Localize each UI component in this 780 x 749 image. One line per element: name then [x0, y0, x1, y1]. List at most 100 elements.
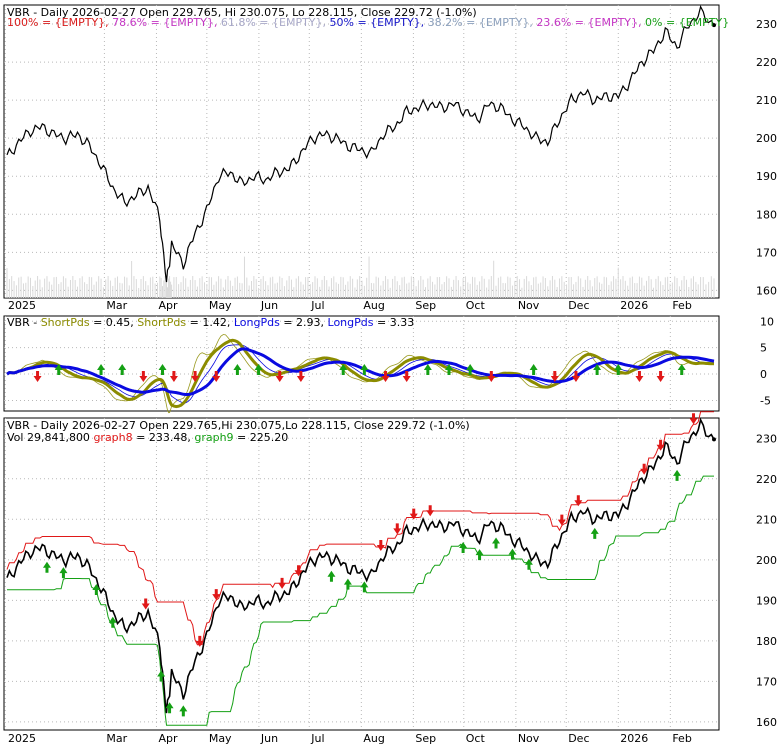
buy-arrow	[492, 537, 501, 549]
buy-arrow	[158, 364, 167, 376]
graph9-line	[7, 475, 714, 726]
oscillator-y-ticks: -5 0 5 10	[760, 315, 774, 407]
close-price-line	[6, 5, 715, 283]
short-pds-slow-line	[6, 338, 715, 409]
sell-arrow	[212, 589, 221, 601]
sell-arrow	[571, 371, 580, 383]
y-tick-label: 190	[756, 170, 777, 183]
x-tick-label: Jul	[310, 732, 324, 745]
legend-entry: 0% = {EMPTY}	[645, 16, 729, 29]
price-panel: VBR - Daily 2026-02-27 Open 229.765, Hi …	[3, 4, 777, 312]
x-tick-label: Sep	[415, 299, 436, 312]
sell-arrow	[275, 371, 284, 383]
sell-arrow	[141, 598, 150, 610]
y-tick-label: 220	[756, 56, 777, 69]
buy-arrow	[677, 364, 686, 376]
y-tick-label: 200	[756, 554, 777, 567]
buy-arrow	[475, 549, 484, 561]
buy-arrow	[593, 364, 602, 376]
legend-entry: 38.2% = {EMPTY},	[428, 16, 537, 29]
buy-arrow	[165, 702, 174, 714]
band-grid	[4, 418, 719, 730]
legend-entry: = 3.33	[377, 316, 414, 329]
x-tick-label: Jul	[310, 299, 324, 312]
y-tick-label: 170	[756, 246, 777, 259]
legend-entry: = 225.20	[237, 431, 288, 444]
legend-entry: ShortPds	[41, 316, 93, 329]
sell-arrow	[376, 540, 385, 552]
x-tick-label: 2025	[8, 732, 36, 745]
legend-entry: = 1.42,	[190, 316, 234, 329]
sell-arrow	[635, 371, 644, 383]
x-tick-label: 2025	[8, 299, 36, 312]
legend-entry: = 2.93,	[283, 316, 327, 329]
buy-arrow	[42, 561, 51, 573]
sell-arrow	[487, 371, 496, 383]
y-tick-label: 5	[760, 342, 767, 355]
legend-entry: 61.8% = {EMPTY},	[221, 16, 330, 29]
band-x-ticks: 2025 Mar Apr May Jun Jul Aug Sep Oct Nov Dec 2026 Fe…	[8, 732, 692, 745]
sell-arrow	[296, 371, 305, 383]
buy-arrow	[327, 570, 336, 582]
y-tick-label: 180	[756, 635, 777, 648]
sell-arrow	[191, 371, 200, 383]
buy-arrow	[339, 364, 348, 376]
x-tick-label: Feb	[672, 299, 691, 312]
legend-entry: Vol 29,841,800	[7, 431, 93, 444]
sell-arrow	[139, 371, 148, 383]
x-tick-label: Aug	[363, 732, 384, 745]
y-tick-label: 210	[756, 94, 777, 107]
legend-entry: LongPds	[328, 316, 377, 329]
oscillator-legend: VBR - ShortPds = 0.45, ShortPds = 1.42, …	[7, 316, 414, 329]
legend-entry: 78.6% = {EMPTY},	[112, 16, 221, 29]
buy-arrow	[445, 364, 454, 376]
x-tick-label: Dec	[568, 732, 589, 745]
x-tick-label: May	[209, 732, 232, 745]
buy-arrow	[423, 364, 432, 376]
fibonacci-legend: 100% = {EMPTY}, 78.6% = {EMPTY}, 61.8% =…	[7, 16, 729, 29]
graph8-line	[6, 411, 714, 646]
band-signal-arrows	[42, 413, 698, 717]
y-tick-label: 0	[760, 368, 767, 381]
buy-arrow	[590, 527, 599, 539]
y-tick-label: 210	[756, 513, 777, 526]
x-tick-label: Nov	[518, 299, 540, 312]
volume-bars	[6, 256, 715, 298]
buy-arrow	[343, 578, 352, 590]
x-tick-label: Sep	[415, 732, 436, 745]
x-tick-label: Mar	[106, 299, 127, 312]
long-pds-slow-line	[6, 347, 715, 396]
x-tick-label: Jun	[260, 299, 278, 312]
y-tick-label: 230	[756, 432, 777, 445]
legend-entry: 50% = {EMPTY},	[330, 16, 428, 29]
y-tick-label: -5	[760, 394, 771, 407]
x-tick-label: Oct	[466, 299, 486, 312]
legend-entry: ShortPds	[137, 316, 189, 329]
legend-entry: = 233.48,	[136, 431, 194, 444]
x-tick-label: Oct	[466, 732, 486, 745]
band-price-series	[6, 417, 716, 714]
legend-entry: = 0.45,	[93, 316, 137, 329]
oscillator-panel: VBR - ShortPds = 0.45, ShortPds = 1.42, …	[3, 315, 774, 414]
x-tick-label: 2026	[620, 732, 648, 745]
buy-arrow	[524, 558, 533, 570]
buy-arrow	[97, 364, 106, 376]
last-close-marker	[712, 23, 716, 28]
price-grid	[4, 5, 719, 298]
buy-arrow	[59, 567, 68, 579]
sell-arrow	[574, 495, 583, 507]
buy-arrow	[108, 616, 117, 628]
buy-arrow	[466, 364, 475, 376]
price-x-ticks: 2025 Mar Apr May Jun Jul Aug Sep Oct Nov Dec 2026 Fe…	[8, 299, 692, 312]
y-tick-label: 220	[756, 473, 777, 486]
sell-arrow	[689, 413, 698, 425]
sell-arrow	[409, 508, 418, 520]
band-panel: VBR - Daily 2026-02-27 Open 229.765,Hi 2…	[3, 411, 777, 745]
buy-arrow	[157, 670, 166, 682]
buy-arrow	[233, 364, 242, 376]
sell-arrow	[393, 523, 402, 535]
sell-arrow	[426, 505, 435, 517]
price-y-ticks: 160 170 180 190 200 210 220 230	[756, 18, 777, 297]
